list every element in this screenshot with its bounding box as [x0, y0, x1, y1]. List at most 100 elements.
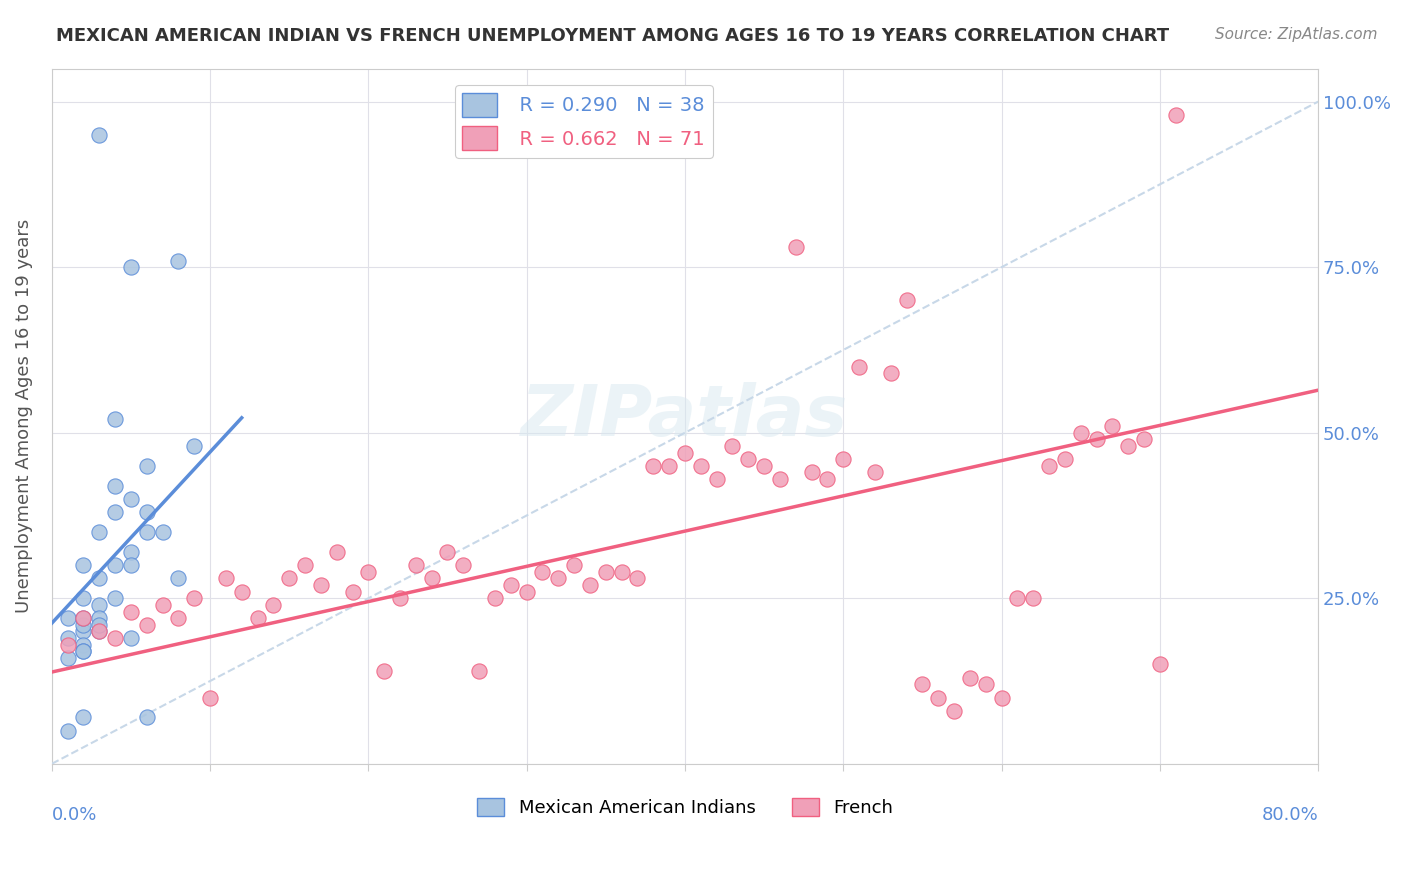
Point — [499, 578, 522, 592]
Point — [278, 571, 301, 585]
Point — [120, 558, 142, 573]
Point — [198, 690, 221, 705]
Point — [990, 690, 1012, 705]
Point — [135, 505, 157, 519]
Point — [215, 571, 238, 585]
Point — [516, 584, 538, 599]
Point — [104, 631, 127, 645]
Point — [927, 690, 949, 705]
Point — [721, 439, 744, 453]
Point — [89, 624, 111, 639]
Point — [626, 571, 648, 585]
Point — [325, 545, 347, 559]
Point — [120, 631, 142, 645]
Point — [183, 591, 205, 606]
Point — [896, 293, 918, 308]
Point — [706, 472, 728, 486]
Point — [104, 558, 127, 573]
Point — [89, 571, 111, 585]
Point — [56, 723, 79, 738]
Point — [562, 558, 585, 573]
Point — [1116, 439, 1139, 453]
Point — [262, 598, 284, 612]
Point — [89, 128, 111, 142]
Point — [643, 458, 665, 473]
Point — [436, 545, 458, 559]
Point — [104, 591, 127, 606]
Point — [610, 565, 633, 579]
Point — [89, 611, 111, 625]
Point — [152, 598, 174, 612]
Point — [595, 565, 617, 579]
Point — [1085, 433, 1108, 447]
Point — [56, 638, 79, 652]
Point — [1007, 591, 1029, 606]
Point — [231, 584, 253, 599]
Point — [785, 240, 807, 254]
Point — [56, 611, 79, 625]
Point — [880, 366, 903, 380]
Point — [104, 505, 127, 519]
Legend: Mexican American Indians, French: Mexican American Indians, French — [470, 790, 900, 824]
Text: ZIPatlas: ZIPatlas — [522, 382, 849, 450]
Point — [120, 545, 142, 559]
Point — [167, 571, 190, 585]
Point — [388, 591, 411, 606]
Point — [943, 704, 966, 718]
Point — [959, 671, 981, 685]
Text: 0.0%: 0.0% — [52, 805, 97, 823]
Point — [405, 558, 427, 573]
Point — [373, 664, 395, 678]
Point — [453, 558, 475, 573]
Point — [658, 458, 681, 473]
Point — [246, 611, 269, 625]
Point — [848, 359, 870, 374]
Point — [135, 524, 157, 539]
Point — [135, 710, 157, 724]
Point — [120, 260, 142, 275]
Point — [72, 611, 94, 625]
Point — [342, 584, 364, 599]
Point — [89, 624, 111, 639]
Point — [72, 591, 94, 606]
Point — [72, 624, 94, 639]
Point — [135, 458, 157, 473]
Point — [1053, 452, 1076, 467]
Point — [56, 651, 79, 665]
Point — [752, 458, 775, 473]
Point — [673, 445, 696, 459]
Point — [104, 479, 127, 493]
Point — [832, 452, 855, 467]
Point — [72, 644, 94, 658]
Point — [167, 253, 190, 268]
Point — [72, 644, 94, 658]
Point — [863, 466, 886, 480]
Point — [167, 611, 190, 625]
Point — [420, 571, 443, 585]
Point — [484, 591, 506, 606]
Point — [89, 598, 111, 612]
Point — [56, 631, 79, 645]
Point — [89, 524, 111, 539]
Point — [468, 664, 491, 678]
Text: Source: ZipAtlas.com: Source: ZipAtlas.com — [1215, 27, 1378, 42]
Point — [1164, 108, 1187, 122]
Point — [309, 578, 332, 592]
Point — [911, 677, 934, 691]
Point — [1070, 425, 1092, 440]
Text: 80.0%: 80.0% — [1261, 805, 1319, 823]
Point — [689, 458, 711, 473]
Point — [104, 412, 127, 426]
Point — [800, 466, 823, 480]
Point — [72, 710, 94, 724]
Point — [974, 677, 997, 691]
Point — [72, 611, 94, 625]
Point — [72, 558, 94, 573]
Point — [72, 617, 94, 632]
Point — [769, 472, 792, 486]
Point — [357, 565, 380, 579]
Point — [1149, 657, 1171, 672]
Point — [120, 491, 142, 506]
Point — [152, 524, 174, 539]
Point — [294, 558, 316, 573]
